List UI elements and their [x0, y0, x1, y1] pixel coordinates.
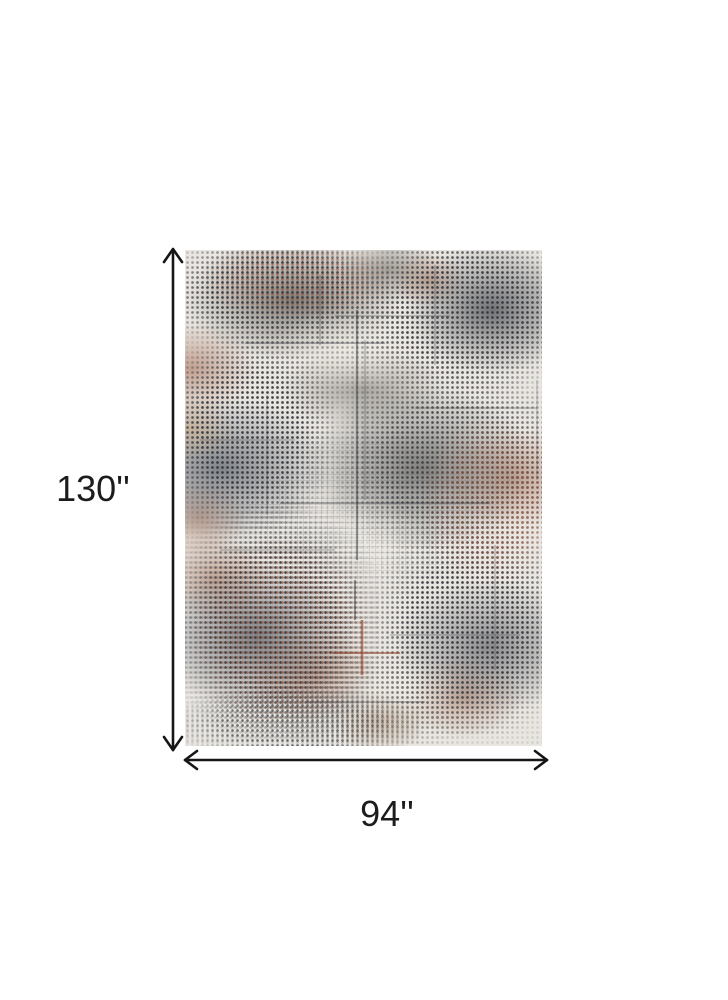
arrowhead-right-icon: [533, 749, 549, 771]
rug-image: [185, 250, 542, 746]
width-label: 94'': [360, 793, 414, 834]
arrowhead-up-icon: [162, 247, 184, 264]
width-dimension-arrow: [183, 749, 549, 771]
rug-texture-strokes: [200, 265, 538, 703]
rug-texture-dots: [185, 335, 335, 530]
arrowhead-down-icon: [162, 735, 184, 752]
rug-texture-dots: [225, 290, 525, 415]
rug-texture-dots: [185, 688, 420, 746]
height-dimension-arrow: [162, 247, 184, 752]
height-label: 130'': [56, 468, 130, 509]
rug-texture-hatch: [225, 425, 510, 595]
rug-texture-dots: [205, 250, 390, 317]
arrowhead-left-icon: [183, 749, 199, 771]
